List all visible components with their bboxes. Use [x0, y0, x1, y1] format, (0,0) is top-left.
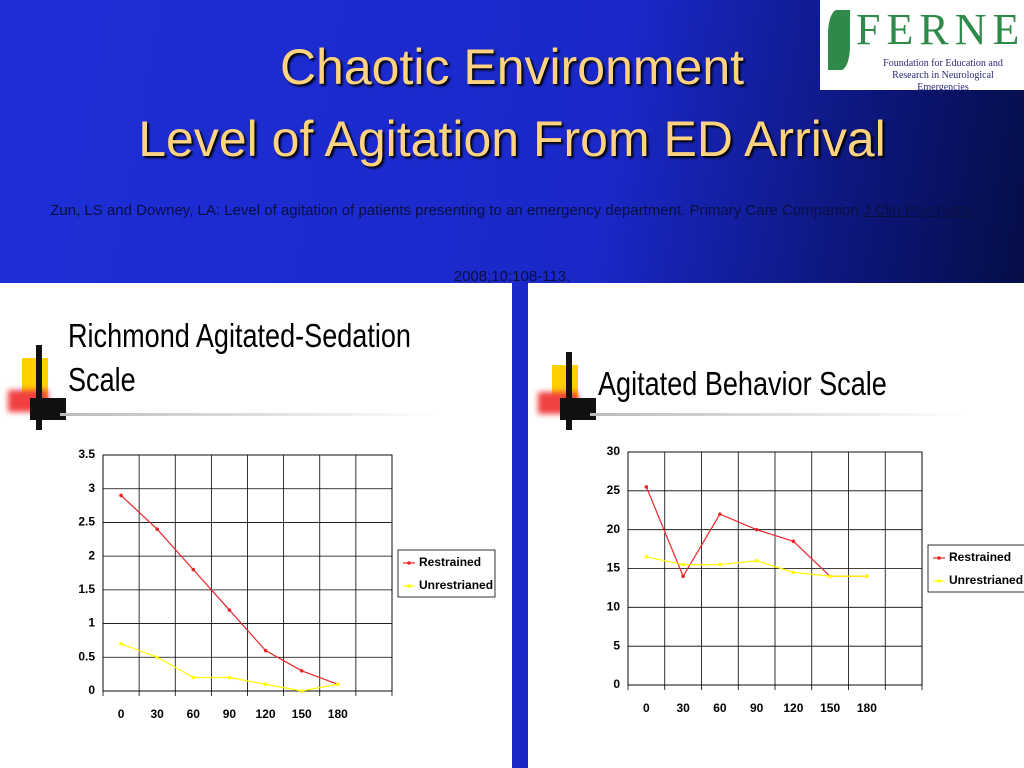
point	[865, 574, 869, 579]
x-tick-label: 120	[256, 707, 276, 721]
point	[336, 682, 340, 687]
panel	[528, 283, 1024, 768]
rule	[590, 413, 970, 416]
legend-frame	[927, 544, 1024, 593]
y-tick-label: 0	[613, 677, 620, 691]
x-tick-label: 0	[643, 701, 650, 715]
panel	[0, 283, 512, 768]
point	[681, 562, 685, 567]
point	[754, 527, 759, 532]
x-tick-label: 180	[857, 701, 877, 715]
point	[791, 570, 796, 575]
legend-frame	[397, 549, 496, 598]
y-tick-label: 25	[607, 483, 621, 497]
title: Level of Agitation From ED Arrival	[138, 111, 886, 167]
legend-marker	[937, 579, 941, 583]
point	[119, 493, 123, 498]
x-tick-label: 150	[292, 707, 312, 721]
x-tick-label: 0	[118, 707, 125, 721]
point	[227, 675, 232, 680]
y-tick-label: 30	[607, 444, 621, 458]
y-tick-label: 15	[607, 561, 621, 575]
x-tick-label: 180	[328, 707, 348, 721]
point	[644, 485, 649, 489]
y-tick-label: 2	[88, 548, 95, 562]
legend-marker	[407, 584, 411, 588]
point	[299, 668, 304, 673]
y-tick-label: 3	[88, 481, 95, 495]
x-tick-label: 120	[783, 701, 803, 715]
x-tick-label: 150	[820, 701, 840, 715]
y-tick-label: 3.5	[78, 447, 95, 461]
y-tick-label: 1	[88, 616, 95, 630]
y-tick-label: 0.5	[78, 649, 95, 663]
point	[791, 539, 796, 544]
series-line	[120, 643, 338, 692]
citation-link[interactable]: J Clin Psychiatry	[862, 202, 974, 219]
x-tick-label: 30	[676, 701, 690, 715]
citation-text: Zun, LS and Downey, LA: Level of agitati…	[50, 202, 863, 219]
logo-name: FERNE	[856, 5, 1024, 54]
legend-marker	[937, 556, 941, 560]
y-tick-label: 2.5	[78, 515, 95, 529]
point	[828, 574, 832, 579]
decor	[30, 398, 66, 420]
point	[191, 567, 196, 572]
title: Chaotic Environment	[279, 39, 745, 95]
point	[718, 562, 722, 567]
legend-marker	[407, 561, 411, 565]
plot-frame	[102, 454, 393, 692]
plot-frame	[627, 451, 923, 686]
legend-label: Restrained	[949, 550, 1011, 564]
y-tick-label: 10	[607, 600, 621, 614]
logo-subtitle: Foundation for Education and Research in…	[883, 58, 1003, 93]
point	[754, 558, 759, 563]
legend-label: Restrained	[419, 555, 481, 569]
point	[263, 648, 268, 653]
legend-label: Unrestrianed	[949, 573, 1023, 587]
point	[155, 655, 159, 660]
x-tick-label: 30	[151, 707, 165, 721]
chart-title: Agitated Behavior Scale	[598, 365, 887, 402]
point	[119, 642, 123, 646]
legend-label: Unrestrianed	[419, 578, 493, 592]
logo: FERNE Foundation for Education and Resea…	[820, 0, 1024, 93]
citation-details: 2008;10:108-113.	[453, 268, 571, 285]
y-tick-label: 20	[607, 522, 621, 536]
point	[718, 512, 722, 516]
y-tick-label: 1.5	[78, 582, 95, 596]
point	[155, 527, 159, 531]
decor	[36, 345, 42, 430]
logo-fern	[828, 10, 850, 70]
point	[299, 689, 304, 693]
point	[263, 682, 268, 687]
citation: Zun, LS and Downey, LA: Level of agitati…	[20, 178, 1004, 310]
decor	[566, 352, 572, 430]
x-tick-label: 90	[223, 707, 237, 721]
x-tick-label: 60	[187, 707, 201, 721]
point	[644, 555, 649, 559]
y-tick-label: 0	[88, 683, 95, 697]
point	[681, 574, 685, 579]
decor	[560, 398, 596, 420]
series-line	[645, 486, 867, 578]
x-tick-label: 90	[750, 701, 764, 715]
x-tick-label: 60	[713, 701, 727, 715]
chart-title: Richmond Agitated-Sedation Scale	[68, 317, 411, 398]
point	[227, 608, 232, 612]
point	[191, 675, 196, 680]
y-tick-label: 5	[613, 638, 620, 652]
rule	[60, 413, 440, 416]
